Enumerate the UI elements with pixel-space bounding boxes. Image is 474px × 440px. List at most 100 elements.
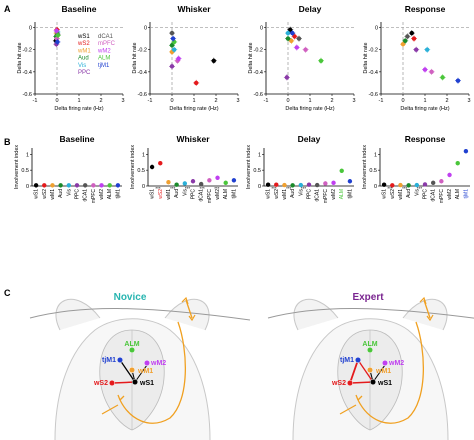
x-tick-label: 0 — [401, 98, 404, 104]
y-tick-label: 0 — [26, 184, 29, 190]
arrow-head-down — [426, 314, 434, 322]
x-tick-label: -1 — [33, 98, 38, 104]
y-tick-label: 0 — [144, 26, 147, 32]
link-ws1-wm2 — [134, 364, 148, 383]
y-axis-label: Involvement index — [14, 145, 20, 190]
category-label-wS2: wS2 — [42, 189, 48, 199]
link-ws2-ws1 — [350, 381, 374, 384]
arrow-head-up — [181, 296, 189, 305]
node-ALM — [366, 346, 374, 354]
point-Vis — [66, 183, 72, 188]
node-wM1 — [366, 366, 374, 374]
node-wS1 — [369, 378, 377, 386]
category-label-dCA1: dCA1 — [199, 189, 205, 202]
category-label-PPC: PPC — [191, 189, 197, 200]
category-label-wM1: wM1 — [50, 189, 56, 200]
x-tick-label: 2 — [99, 98, 102, 104]
category-label-tjM1: tjM1 — [463, 189, 469, 199]
y-axis-label: Involvement index — [246, 145, 252, 190]
epoch-title: Baseline — [62, 4, 97, 14]
epoch-title: Response — [405, 4, 446, 14]
y-axis-label: Involvement index — [130, 145, 136, 190]
point-wS1 — [33, 183, 39, 188]
point-wS1 — [265, 182, 271, 187]
point-wM2 — [176, 56, 181, 61]
category-label-wS1: wS1 — [382, 189, 388, 199]
point-wM2 — [294, 45, 299, 50]
category-label-Aud: Aud — [174, 189, 180, 198]
epoch-title: Delay — [298, 134, 321, 144]
whisker-line — [267, 307, 474, 319]
point-wS2 — [42, 183, 47, 188]
point-wM1 — [398, 182, 403, 188]
point-tjM1 — [55, 39, 60, 45]
diagram-title: Expert — [352, 292, 384, 303]
whisker-arrow — [423, 299, 431, 319]
category-label-tjM1: tjM1 — [231, 189, 237, 199]
category-label-wS1: wS1 — [266, 189, 272, 199]
x-tick-label: 3 — [467, 98, 470, 104]
point-Vis — [425, 47, 430, 52]
x-tick-label: 3 — [236, 98, 239, 104]
point-ALM — [223, 180, 228, 186]
pathway-arrow-head — [355, 394, 363, 401]
category-label-tjM1: tjM1 — [347, 189, 353, 199]
point-wS2 — [390, 183, 395, 188]
node-label-wS1: wS1 — [377, 380, 392, 387]
y-tick-label: 1 — [258, 152, 261, 158]
point-wM2 — [447, 172, 452, 178]
x-tick-label: 0 — [286, 98, 289, 104]
category-label-dCA1: dCA1 — [431, 189, 437, 202]
category-label-wM2: wM2 — [215, 189, 221, 200]
point-ALM — [55, 33, 61, 38]
point-tjM1 — [290, 30, 295, 36]
node-label-ALM: ALM — [124, 341, 139, 348]
point-wS1 — [409, 30, 414, 36]
x-tick-label: 0 — [170, 98, 173, 104]
x-axis-label: Delta firing rate (Hz) — [169, 106, 218, 112]
node-label-wS1: wS1 — [139, 380, 154, 387]
y-tick-label: -0.4 — [254, 70, 263, 76]
point-Aud — [403, 38, 408, 44]
node-wS2 — [108, 379, 116, 387]
category-label-mPFC: mPFC — [91, 189, 97, 204]
x-tick-label: 1 — [423, 98, 426, 104]
mouse-ear-left — [293, 298, 339, 331]
y-tick-label: 0.5 — [137, 168, 145, 174]
point-Vis — [298, 182, 304, 188]
node-tjM1 — [354, 356, 362, 364]
scatter-plot-response: Response -1 0 1 2 3 0 -0.2 -0.4 -0.6 Delta firing … — [363, 4, 471, 112]
point-mPFC — [91, 183, 96, 188]
legend-item-tjM1: tjM1 — [98, 63, 110, 69]
point-wS2 — [274, 182, 279, 187]
point-wS1 — [149, 164, 155, 170]
y-axis-label: Delta hit rate — [363, 42, 369, 73]
y-tick-label: -0.2 — [254, 48, 263, 54]
involvement-plot-whisker: Whisker 0 0.5 1 Involvement index wS1 wS2 wM1 Au… — [130, 134, 238, 203]
legend-item-dCA1: dCA1 — [98, 34, 114, 40]
category-label-wS2: wS2 — [274, 189, 280, 199]
point-dCA1 — [405, 34, 410, 39]
legend-item-ALM: ALM — [98, 56, 110, 62]
point-tjM1 — [463, 148, 469, 154]
category-label-mPFC: mPFC — [207, 189, 213, 204]
legend-item-Vis: Vis — [78, 63, 86, 69]
node-wM1 — [128, 366, 136, 374]
pathway-arrow-head — [117, 394, 125, 401]
category-label-Aud: Aud — [58, 189, 64, 198]
significance-marker: *** — [286, 186, 292, 191]
y-tick-label: 0 — [374, 184, 377, 190]
point-tjM1 — [231, 178, 237, 183]
point-ALM — [455, 161, 460, 166]
significance-marker: *** — [417, 186, 423, 191]
point-mPFC — [439, 179, 444, 184]
category-label-mPFC: mPFC — [439, 189, 445, 204]
panel-letter-c: C — [4, 288, 11, 298]
point-PPC — [74, 183, 80, 188]
point-tjM1 — [170, 36, 176, 41]
y-axis-label: Delta hit rate — [17, 42, 23, 73]
point-wS1 — [381, 182, 387, 187]
